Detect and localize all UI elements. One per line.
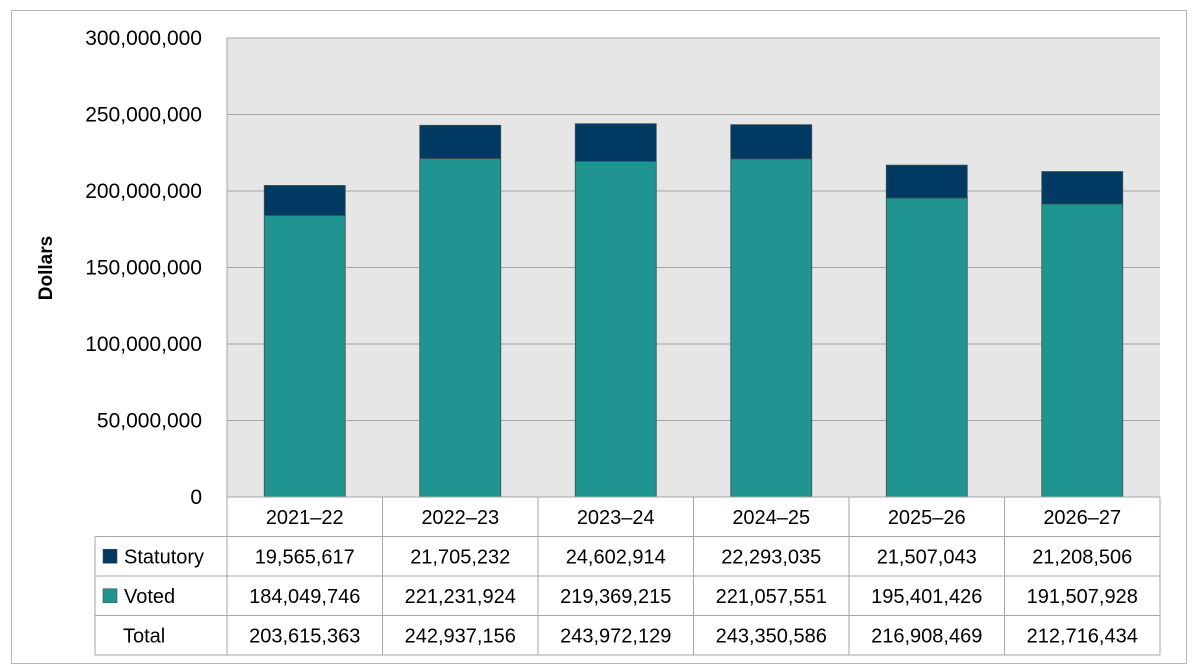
data-label-total: 243,972,129	[560, 625, 671, 647]
legend-key-voted	[102, 588, 118, 604]
data-label-statutory: 24,602,914	[566, 546, 666, 568]
bar-statutory-1	[419, 124, 502, 159]
data-label-statutory: 22,293,035	[721, 546, 821, 568]
row-label-voted: Voted	[124, 586, 175, 608]
data-label-voted: 219,369,215	[560, 586, 671, 608]
category-label: 2023–24	[577, 507, 655, 529]
data-label-total: 212,716,434	[1027, 625, 1138, 647]
data-label-total: 243,350,586	[716, 625, 827, 647]
data-label-statutory: 21,507,043	[877, 546, 977, 568]
data-label-statutory: 19,565,617	[255, 546, 355, 568]
row-label-total: Total	[123, 625, 165, 647]
data-label-total: 216,908,469	[871, 625, 982, 647]
category-label: 2025–26	[888, 507, 966, 529]
data-label-voted: 221,057,551	[716, 586, 827, 608]
bar-voted-0	[263, 215, 346, 498]
y-tick-label: 0	[190, 486, 202, 509]
category-label: 2021–22	[266, 507, 344, 529]
bar-statutory-5	[1041, 171, 1124, 205]
category-label: 2024–25	[732, 507, 810, 529]
y-tick-label: 100,000,000	[85, 333, 202, 356]
category-label: 2022–23	[421, 507, 499, 529]
data-label-statutory: 21,705,232	[410, 546, 510, 568]
data-label-total: 242,937,156	[405, 625, 516, 647]
data-label-total: 203,615,363	[249, 625, 360, 647]
y-tick-label: 200,000,000	[85, 180, 202, 203]
bar-voted-1	[419, 158, 502, 498]
y-tick-label: 300,000,000	[85, 27, 202, 50]
data-label-statutory: 21,208,506	[1032, 546, 1132, 568]
data-label-voted: 221,231,924	[405, 586, 516, 608]
y-tick-label: 150,000,000	[85, 257, 202, 280]
data-label-voted: 195,401,426	[871, 586, 982, 608]
bar-voted-5	[1041, 203, 1124, 498]
bar-statutory-4	[885, 164, 968, 199]
chart-frame	[11, 10, 1187, 664]
y-tick-label: 250,000,000	[85, 104, 202, 127]
row-label-statutory: Statutory	[124, 546, 204, 568]
data-label-voted: 184,049,746	[249, 586, 360, 608]
bar-voted-3	[730, 158, 813, 498]
data-label-voted: 191,507,928	[1027, 586, 1138, 608]
bar-voted-2	[574, 160, 657, 498]
bar-statutory-3	[730, 124, 813, 160]
y-tick-label: 50,000,000	[97, 410, 202, 433]
bar-statutory-2	[574, 123, 657, 162]
bar-statutory-0	[263, 185, 346, 216]
category-label: 2026–27	[1043, 507, 1121, 529]
bar-voted-4	[885, 197, 968, 498]
y-axis-title: Dollars	[36, 236, 57, 300]
legend-key-statutory	[102, 548, 118, 564]
